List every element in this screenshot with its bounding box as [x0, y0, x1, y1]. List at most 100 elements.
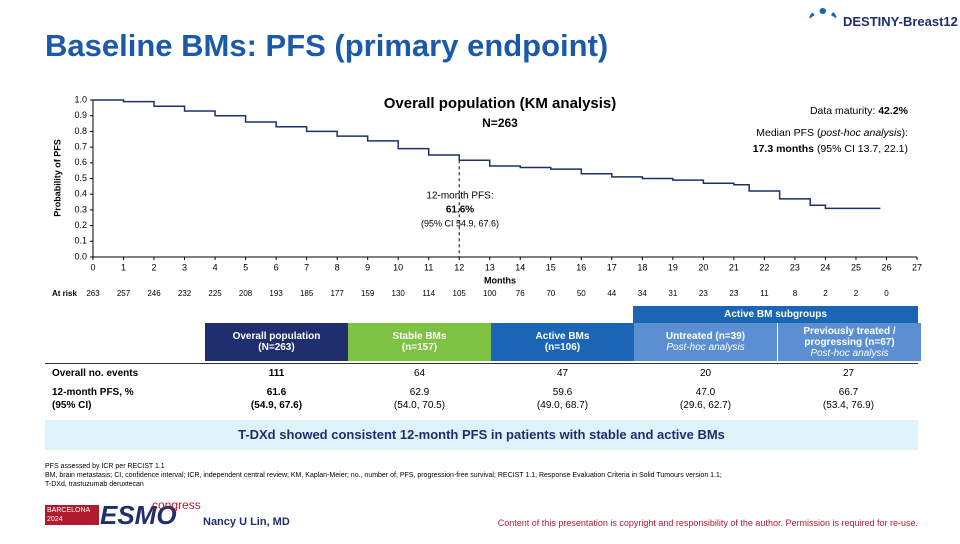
- annotation-label: 12-month PFS:: [426, 191, 493, 202]
- chart-title: Overall population (KM analysis): [384, 95, 617, 112]
- at-risk-value: 44: [607, 289, 616, 298]
- at-risk-value: 100: [483, 289, 497, 298]
- column-sub: Post-hoc analysis: [810, 347, 889, 359]
- at-risk-value: 263: [86, 289, 100, 298]
- chart: Overall population (KM analysis) N=263 M…: [52, 94, 922, 298]
- annotation-value: 61.6%: [446, 205, 474, 216]
- cell: 59.6: [552, 387, 573, 398]
- at-risk-value: 232: [178, 289, 192, 298]
- x-tick-label: 21: [729, 262, 739, 272]
- y-tick-label: 0.7: [74, 141, 87, 151]
- presenter: Nancy U Lin, MD: [203, 516, 290, 528]
- x-tick-label: 17: [607, 262, 617, 272]
- slide-title: Baseline BMs: PFS (primary endpoint): [45, 28, 609, 63]
- x-axis-label: Months: [484, 275, 516, 285]
- column-title: Active BMs: [535, 331, 590, 342]
- x-tick-label: 20: [698, 262, 708, 272]
- x-tick-label: 23: [790, 262, 800, 272]
- column-header: Previously treated / progressing (n=67) P…: [777, 323, 921, 361]
- congress-badge: BARCELONA 2024: [45, 505, 99, 525]
- y-tick-label: 0.3: [74, 204, 87, 214]
- info-box: Data maturity: 42.2% Median PFS (post-ho…: [753, 103, 908, 157]
- column-header: Active BMs (n=106): [491, 323, 634, 361]
- at-risk-value: 8: [793, 289, 798, 298]
- at-risk-value: 70: [546, 289, 555, 298]
- chart-subtitle: N=263: [482, 116, 518, 130]
- brand-sub: congress: [152, 498, 201, 512]
- cell: 20: [699, 368, 712, 379]
- x-tick-label: 12: [454, 262, 464, 272]
- cell: 27: [842, 368, 855, 379]
- table-rule: [45, 363, 918, 364]
- at-risk-value: 76: [516, 289, 525, 298]
- median-label: Median PFS (: [756, 127, 821, 139]
- at-risk-value: 50: [577, 289, 586, 298]
- column-header: Overall population (N=263): [205, 323, 348, 361]
- cell: 62.9: [409, 387, 430, 398]
- cell: 64: [413, 368, 426, 379]
- at-risk-value: 246: [147, 289, 161, 298]
- y-tick-label: 0.2: [74, 220, 87, 230]
- y-tick-label: 0.9: [74, 110, 87, 120]
- y-tick-label: 0.8: [74, 126, 87, 136]
- year: 2024: [47, 516, 63, 523]
- brand: ESMO: [100, 500, 177, 530]
- km-curve: [93, 99, 881, 210]
- at-risk-value: 114: [422, 289, 435, 298]
- at-risk-value: 193: [269, 289, 283, 298]
- maturity-value: 42.2%: [878, 105, 908, 117]
- logo-icon: [808, 8, 838, 36]
- x-tick-label: 11: [424, 262, 433, 272]
- at-risk-value: 159: [361, 289, 375, 298]
- cell: (54.0, 70.5): [393, 400, 446, 411]
- city: BARCELONA: [47, 507, 91, 514]
- x-tick-label: 9: [365, 262, 370, 272]
- x-tick-label: 10: [393, 262, 403, 272]
- at-risk-value: 31: [668, 289, 677, 298]
- column-header: Untreated (n=39) Post-hoc analysis: [634, 323, 777, 361]
- column-header: Stable BMs (n=157): [348, 323, 491, 361]
- logo: DESTINY-Breast12: [843, 14, 958, 29]
- at-risk-value: 2: [854, 289, 859, 298]
- x-tick-label: 7: [304, 262, 309, 272]
- x-tick-label: 27: [912, 262, 922, 272]
- y-tick-label: 0.4: [74, 189, 87, 199]
- cell: 61.6: [266, 387, 287, 398]
- median-ci: (95% CI 13.7, 22.1): [816, 143, 908, 155]
- x-tick-label: 16: [576, 262, 586, 272]
- x-tick-label: 1: [121, 262, 126, 272]
- at-risk-value: 208: [239, 289, 253, 298]
- at-risk-value: 23: [729, 289, 738, 298]
- x-tick-label: 3: [182, 262, 187, 272]
- x-tick-label: 25: [851, 262, 861, 272]
- maturity-label: Data maturity:: [809, 105, 876, 117]
- cell: (53.4, 76.9): [822, 400, 875, 411]
- x-tick-label: 24: [820, 262, 830, 272]
- at-risk-value: 11: [760, 289, 769, 298]
- at-risk-value: 34: [638, 289, 647, 298]
- y-tick-label: 0.5: [74, 173, 87, 183]
- copyright: Content of this presentation is copyrigh…: [497, 518, 918, 528]
- annotation-ci: (95% CI 54.9, 67.6): [421, 218, 499, 228]
- column-title: Untreated (n=39): [665, 331, 746, 342]
- y-tick-label: 0.1: [74, 236, 87, 246]
- y-tick-label: 0.0: [74, 251, 87, 261]
- cell: 111: [268, 368, 285, 379]
- row-label: 12-month PFS, %: [52, 387, 134, 398]
- x-tick-label: 4: [213, 262, 218, 272]
- at-risk-value: 177: [330, 289, 344, 298]
- x-tick-label: 14: [515, 262, 525, 272]
- column-title: Previously treated / progressing (n=67): [803, 325, 896, 348]
- x-tick-label: 22: [759, 262, 769, 272]
- row-label: Overall no. events: [52, 368, 139, 379]
- at-risk-value: 185: [300, 289, 314, 298]
- column-sub: (n=157): [401, 342, 438, 353]
- row-label: (95% CI): [52, 400, 92, 411]
- at-risk-label: At risk: [52, 289, 77, 298]
- cell: 47.0: [695, 387, 716, 398]
- at-risk-value: 225: [208, 289, 222, 298]
- x-tick-label: 15: [546, 262, 556, 272]
- at-risk-value: 0: [884, 289, 889, 298]
- at-risk-value: 2: [823, 289, 828, 298]
